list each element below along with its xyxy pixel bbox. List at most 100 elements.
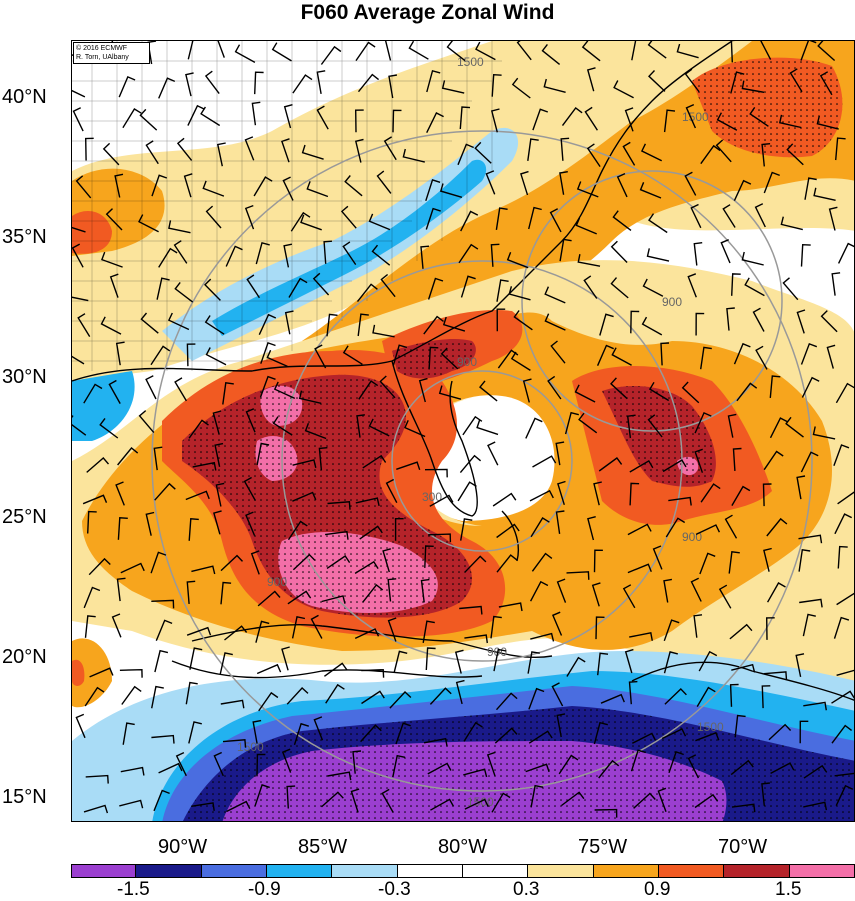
wind-barb-icon bbox=[357, 313, 369, 337]
colorbar-tick: 0.9 bbox=[644, 879, 671, 900]
wind-barb-icon bbox=[464, 798, 489, 810]
wind-barb-icon bbox=[646, 248, 670, 262]
wind-barb-icon bbox=[578, 412, 598, 434]
lat-label-15: 15°N bbox=[2, 786, 47, 808]
county-lines bbox=[72, 41, 502, 371]
wind-barb-icon bbox=[770, 762, 795, 775]
wind-barb-icon bbox=[463, 768, 488, 778]
wind-barb-icon bbox=[72, 355, 85, 365]
wind-barb-icon bbox=[425, 207, 441, 230]
wind-barb-icon bbox=[404, 420, 426, 438]
wind-barb-icon bbox=[819, 71, 833, 96]
wind-barb-icon bbox=[495, 692, 518, 711]
wind-barb-icon bbox=[292, 459, 317, 468]
shade-west-blue bbox=[72, 371, 135, 441]
wind-barb-icon bbox=[798, 534, 823, 544]
wind-barb-icon bbox=[271, 42, 292, 62]
lon-label-75: 75°W bbox=[578, 836, 628, 858]
wind-barb-icon bbox=[700, 483, 721, 503]
wind-barb-icon bbox=[833, 444, 850, 466]
wind-barb-icon bbox=[460, 275, 476, 298]
map-panel: 1500 1500 900 900 900 900 300 900 1500 1… bbox=[71, 40, 855, 822]
colorbar-tick: 1.5 bbox=[775, 879, 802, 900]
wind-barb-icon bbox=[532, 108, 549, 131]
wind-barb-icon bbox=[799, 598, 823, 608]
wind-barb-icon bbox=[622, 584, 636, 609]
wind-barb-icon bbox=[372, 324, 395, 338]
wind-barb-icon bbox=[396, 461, 421, 471]
wind-barb-icon bbox=[624, 107, 634, 132]
wind-barb-icon bbox=[561, 791, 585, 807]
wind-barb-icon bbox=[837, 545, 848, 569]
wind-barb-icon bbox=[260, 342, 276, 364]
wind-barb-icon bbox=[647, 414, 663, 438]
wind-barb-icon bbox=[316, 70, 326, 95]
wind-barb-icon bbox=[84, 137, 94, 161]
wind-barb-icon bbox=[496, 279, 509, 302]
wind-barb-icon bbox=[281, 748, 292, 773]
wind-barb-icon bbox=[559, 238, 572, 262]
wind-barb-icon bbox=[631, 732, 657, 744]
wind-barb-icon bbox=[321, 595, 346, 604]
colorbar-outline bbox=[71, 864, 855, 878]
wind-barb-icon bbox=[200, 106, 221, 127]
wind-barb-icon bbox=[385, 478, 398, 504]
wind-barb-icon bbox=[733, 179, 752, 201]
wind-barb-icon bbox=[105, 208, 123, 231]
wind-barb-icon bbox=[287, 520, 308, 541]
wind-barb-icon bbox=[802, 613, 816, 637]
wind-barb-icon bbox=[768, 723, 792, 741]
wind-barb-icon bbox=[282, 176, 294, 201]
wind-barb-icon bbox=[769, 375, 781, 398]
wind-barb-icon bbox=[153, 446, 163, 471]
wind-barb-icon bbox=[287, 590, 312, 605]
wind-barb-icon bbox=[622, 141, 636, 166]
wind-barb-icon bbox=[383, 136, 397, 161]
wind-barb-icon bbox=[551, 611, 563, 636]
wind-barb-icon bbox=[425, 647, 436, 671]
wind-barb-icon bbox=[460, 518, 473, 541]
wind-barb-icon bbox=[492, 492, 517, 507]
wind-barb-icon bbox=[72, 415, 87, 436]
wind-barb-icon bbox=[156, 277, 170, 300]
wind-barb-icon bbox=[583, 275, 598, 299]
wind-barb-icon bbox=[627, 563, 652, 574]
colorbar-swatch bbox=[659, 864, 725, 878]
wind-barb-icon bbox=[800, 243, 811, 267]
wind-barb-icon bbox=[522, 378, 532, 403]
wind-barb-icon bbox=[423, 315, 444, 335]
wind-barb-icon bbox=[761, 685, 771, 709]
wind-barb-icon bbox=[731, 273, 741, 296]
wind-barb-icon bbox=[189, 647, 203, 670]
lat-label-25: 25°N bbox=[2, 506, 47, 528]
wind-barb-icon bbox=[119, 668, 143, 678]
wind-barb-icon bbox=[722, 204, 736, 228]
wind-barb-icon bbox=[362, 454, 387, 469]
wind-barb-icon bbox=[83, 804, 109, 814]
wind-barb-icon bbox=[803, 764, 828, 779]
wind-barb-icon bbox=[358, 380, 379, 400]
wind-barb-icon bbox=[543, 78, 566, 93]
wind-barb-icon bbox=[145, 511, 155, 536]
wind-barb-icon bbox=[577, 254, 601, 267]
wind-barb-icon bbox=[648, 70, 666, 92]
lon-label-90: 90°W bbox=[158, 836, 208, 858]
wind-barb-icon bbox=[220, 699, 245, 709]
wind-barb-icon bbox=[586, 143, 601, 167]
wind-barb-icon bbox=[187, 104, 205, 126]
lat-label-40: 40°N bbox=[2, 86, 47, 108]
wind-barb-icon bbox=[255, 620, 270, 643]
wind-barb-icon bbox=[731, 485, 751, 506]
wind-barb-icon bbox=[733, 342, 751, 365]
wind-barb-icon bbox=[741, 251, 764, 266]
wind-barb-icon bbox=[354, 628, 380, 640]
wind-barb-icon bbox=[676, 43, 699, 59]
wind-barb-icon bbox=[288, 277, 308, 298]
wind-barb-icon bbox=[826, 344, 836, 369]
wind-barb-icon bbox=[544, 313, 566, 331]
wind-barb-icon bbox=[508, 286, 531, 301]
wind-barb-icon bbox=[820, 310, 838, 333]
wind-barb-icon bbox=[687, 754, 700, 779]
wind-barb-icon bbox=[151, 174, 168, 197]
wind-barb-icon bbox=[610, 277, 629, 299]
